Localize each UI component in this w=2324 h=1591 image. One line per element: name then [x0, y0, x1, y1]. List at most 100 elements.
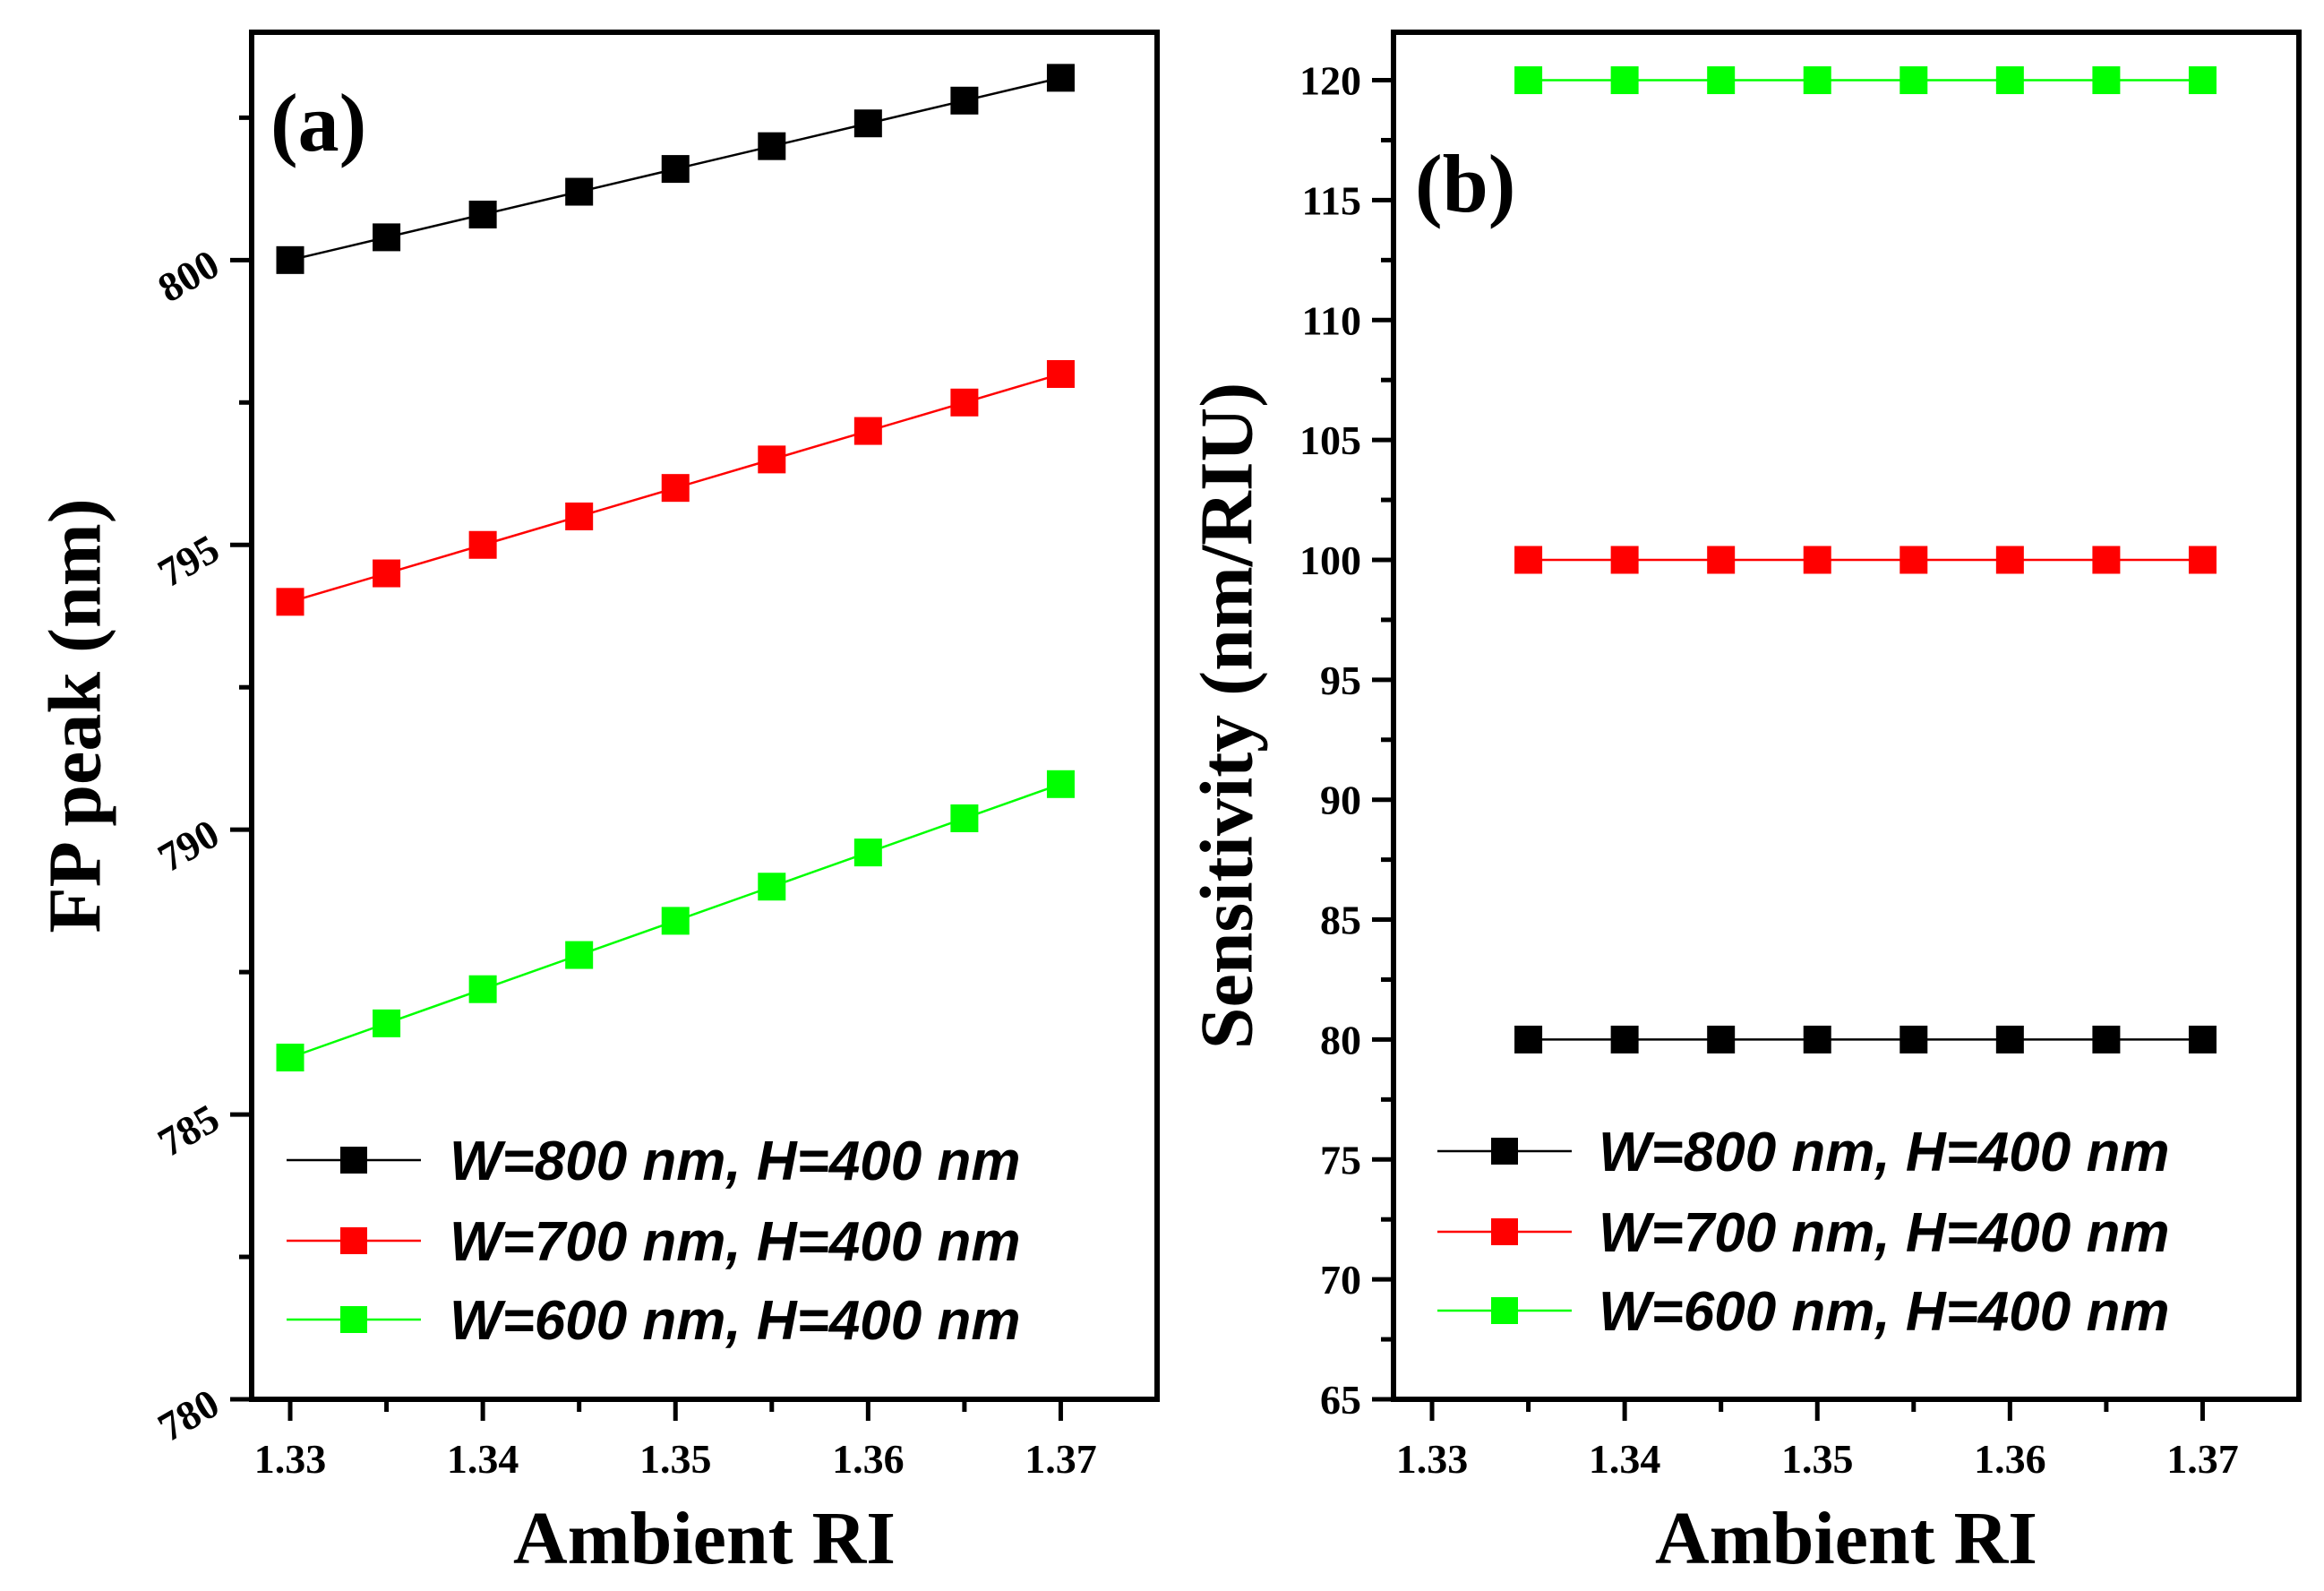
y-tick-label: 795	[150, 526, 227, 597]
legend-label: W=800 nm, H=400 nm	[1599, 1122, 2170, 1183]
x-axis-title: Ambient RI	[1655, 1497, 2037, 1580]
data-point	[276, 245, 304, 274]
legend: W=800 nm, H=400 nm W=700 nm, H=400 nm W=60…	[1437, 1122, 2170, 1343]
data-point	[758, 132, 786, 160]
data-point	[1046, 64, 1075, 92]
data-point	[1046, 360, 1075, 388]
y-tick-label: 790	[150, 811, 227, 882]
y-axis-title: Sensitivity (nm/RIU)	[1185, 383, 1268, 1049]
data-point	[1707, 66, 1736, 95]
data-point	[1995, 546, 2024, 574]
x-tick-label: 1.37	[1025, 1436, 1097, 1482]
data-point	[1707, 1025, 1736, 1054]
data-point	[1610, 66, 1639, 95]
data-point	[853, 109, 882, 138]
data-point	[276, 588, 304, 616]
data-point	[2188, 66, 2217, 95]
legend: W=800 nm, H=400 nm W=700 nm, H=400 nm W=60…	[287, 1131, 1021, 1352]
x-tick-label: 1.34	[447, 1436, 519, 1482]
data-point	[758, 445, 786, 474]
series-3	[276, 770, 1075, 1071]
data-point	[565, 502, 594, 530]
data-point	[1610, 546, 1639, 574]
legend-marker	[340, 1227, 367, 1254]
data-point	[950, 86, 979, 115]
y-tick-label: 70	[1320, 1257, 1361, 1303]
data-point	[1610, 1025, 1639, 1054]
x-axis-title: Ambient RI	[513, 1497, 896, 1580]
data-point	[1803, 546, 1831, 574]
data-point	[373, 559, 401, 588]
y-tick-label: 120	[1299, 58, 1361, 104]
legend-entry: W=600 nm, H=400 nm	[1437, 1281, 2170, 1343]
legend-entry: W=700 nm, H=400 nm	[287, 1211, 1021, 1273]
data-point	[950, 804, 979, 832]
panel-a: 1.33 1.34 1.35 1.36 1.37 780 785 790 795 800 Ambie…	[33, 30, 1160, 1580]
data-point	[1995, 1025, 2024, 1054]
y-tick-label: 800	[150, 241, 227, 312]
data-point	[2092, 66, 2121, 95]
y-axis-title: FP peak (nm)	[33, 498, 116, 933]
data-point	[1995, 66, 2024, 95]
data-point	[1707, 546, 1736, 574]
legend-entry: W=800 nm, H=400 nm	[287, 1131, 1021, 1192]
data-point	[1514, 66, 1543, 95]
x-tick-label: 1.37	[2166, 1436, 2239, 1482]
y-tick-label: 110	[1302, 297, 1361, 343]
legend-marker	[340, 1306, 367, 1333]
data-point	[758, 873, 786, 901]
series-1	[1514, 1025, 2217, 1054]
panel-label: (a)	[270, 77, 366, 168]
legend-label: W=600 nm, H=400 nm	[1599, 1281, 2170, 1343]
series-3	[1514, 66, 2217, 95]
y-tick-label: 75	[1320, 1137, 1361, 1182]
y-tick-label: 105	[1299, 417, 1361, 463]
y-tick-label: 115	[1302, 177, 1361, 223]
legend-label: W=600 nm, H=400 nm	[450, 1290, 1021, 1352]
data-point	[468, 200, 497, 228]
data-point	[565, 941, 594, 969]
series-2	[1514, 546, 2217, 574]
data-point	[2092, 1025, 2121, 1054]
x-tick-label: 1.36	[1974, 1436, 2046, 1482]
x-tick-label: 1.35	[1781, 1436, 1854, 1482]
data-point	[2188, 546, 2217, 574]
data-point	[853, 838, 882, 867]
y-tick-label: 100	[1299, 538, 1361, 583]
data-point	[468, 530, 497, 559]
legend-marker	[1491, 1138, 1518, 1165]
data-point	[276, 1044, 304, 1071]
panel-label: (b)	[1415, 138, 1515, 229]
data-point	[1900, 66, 1928, 95]
data-point	[2188, 1025, 2217, 1054]
y-tick-label: 80	[1320, 1017, 1361, 1062]
x-tick-label: 1.36	[832, 1436, 905, 1482]
data-point	[1900, 546, 1928, 574]
data-point	[373, 223, 401, 252]
y-tick-label: 95	[1320, 658, 1361, 703]
data-point	[468, 975, 497, 1003]
legend-marker	[1491, 1297, 1518, 1324]
data-point	[2092, 546, 2121, 574]
data-point	[373, 1009, 401, 1037]
data-point	[853, 417, 882, 445]
y-tick-label: 90	[1320, 778, 1361, 823]
series-2	[276, 360, 1075, 616]
legend-entry: W=700 nm, H=400 nm	[1437, 1202, 2170, 1264]
data-point	[661, 907, 690, 935]
legend-label: W=700 nm, H=400 nm	[450, 1211, 1021, 1273]
legend-entry: W=800 nm, H=400 nm	[1437, 1122, 2170, 1183]
x-tick-label: 1.33	[254, 1436, 327, 1482]
legend-marker	[1491, 1218, 1518, 1245]
data-point	[950, 388, 979, 417]
data-point	[1514, 546, 1543, 574]
data-point	[661, 155, 690, 184]
legend-entry: W=600 nm, H=400 nm	[287, 1290, 1021, 1352]
data-point	[1900, 1025, 1928, 1054]
plot-frame	[1391, 30, 2302, 1402]
data-point	[1514, 1025, 1543, 1054]
y-tick-label: 780	[150, 1380, 227, 1450]
legend-label: W=700 nm, H=400 nm	[1599, 1202, 2170, 1264]
series-1	[276, 64, 1075, 274]
